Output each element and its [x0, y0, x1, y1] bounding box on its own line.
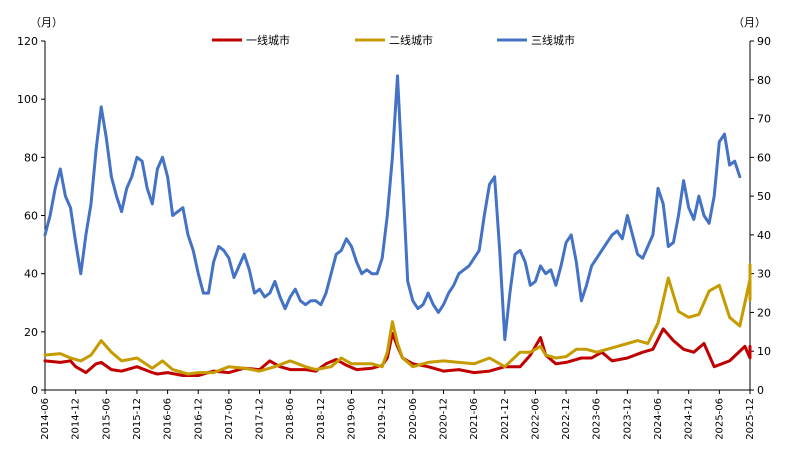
x-tick-label: 2020-06	[408, 398, 419, 440]
x-tick-label: 2019-12	[377, 398, 388, 440]
legend-label: 三线城市	[531, 33, 575, 47]
x-tick-label: 2021-06	[469, 398, 480, 440]
x-tick-label: 2016-06	[163, 398, 174, 440]
x-tick-label: 2014-06	[40, 398, 51, 440]
x-tick-label: 2022-06	[530, 398, 541, 440]
x-tick-label: 2015-12	[132, 398, 143, 440]
right-tick-label: 0	[757, 384, 764, 397]
x-tick-label: 2020-12	[438, 398, 449, 440]
x-tick-label: 2017-06	[224, 398, 235, 440]
x-tick-label: 2015-06	[101, 398, 112, 440]
x-tick-label: 2021-12	[500, 398, 511, 440]
legend: 一线城市 二线城市 三线城市	[212, 33, 575, 47]
x-tick-label: 2022-12	[561, 398, 572, 440]
left-tick-label: 40	[24, 268, 38, 281]
right-tick-label: 90	[757, 35, 771, 48]
x-tick-label: 2024-12	[684, 398, 695, 440]
right-axis-unit: （月）	[733, 16, 766, 29]
right-tick-label: 60	[757, 151, 771, 164]
axes: 0 20 40 60 80 100 120 0 10 20 30 40 50 60 70 80 90 2014-0…	[17, 35, 771, 440]
left-axis-unit: （月）	[30, 16, 63, 29]
x-tick-label: 2016-12	[193, 398, 204, 440]
x-tick-label: 2018-06	[285, 398, 296, 440]
series-line-3	[43, 74, 742, 342]
left-tick-label: 120	[17, 35, 38, 48]
x-tick-label: 2017-12	[255, 398, 266, 440]
x-tick-label: 2023-06	[592, 398, 603, 440]
right-tick-label: 10	[757, 345, 771, 358]
series-line-2	[43, 263, 752, 376]
left-tick-label: 60	[24, 210, 38, 223]
x-tick-label: 2025-12	[745, 398, 756, 440]
legend-label: 一线城市	[246, 33, 290, 47]
right-tick-label: 30	[757, 268, 771, 281]
x-tick-label: 2018-12	[316, 398, 327, 440]
right-tick-label: 20	[757, 306, 771, 319]
left-tick-label: 80	[24, 151, 38, 164]
right-tick-label: 70	[757, 113, 771, 126]
left-tick-label: 20	[24, 326, 38, 339]
x-tick-label: 2019-06	[347, 398, 358, 440]
right-tick-label: 50	[757, 190, 771, 203]
legend-label: 二线城市	[389, 33, 433, 47]
series-layer	[43, 74, 752, 377]
left-tick-label: 0	[31, 384, 38, 397]
x-tick-label: 2014-12	[71, 398, 82, 440]
left-tick-label: 100	[17, 93, 38, 106]
x-tick-label: 2025-06	[714, 398, 725, 440]
x-tick-label: 2023-12	[622, 398, 633, 440]
x-tick-label: 2024-06	[653, 398, 664, 440]
right-tick-label: 80	[757, 74, 771, 87]
right-tick-label: 40	[757, 229, 771, 242]
